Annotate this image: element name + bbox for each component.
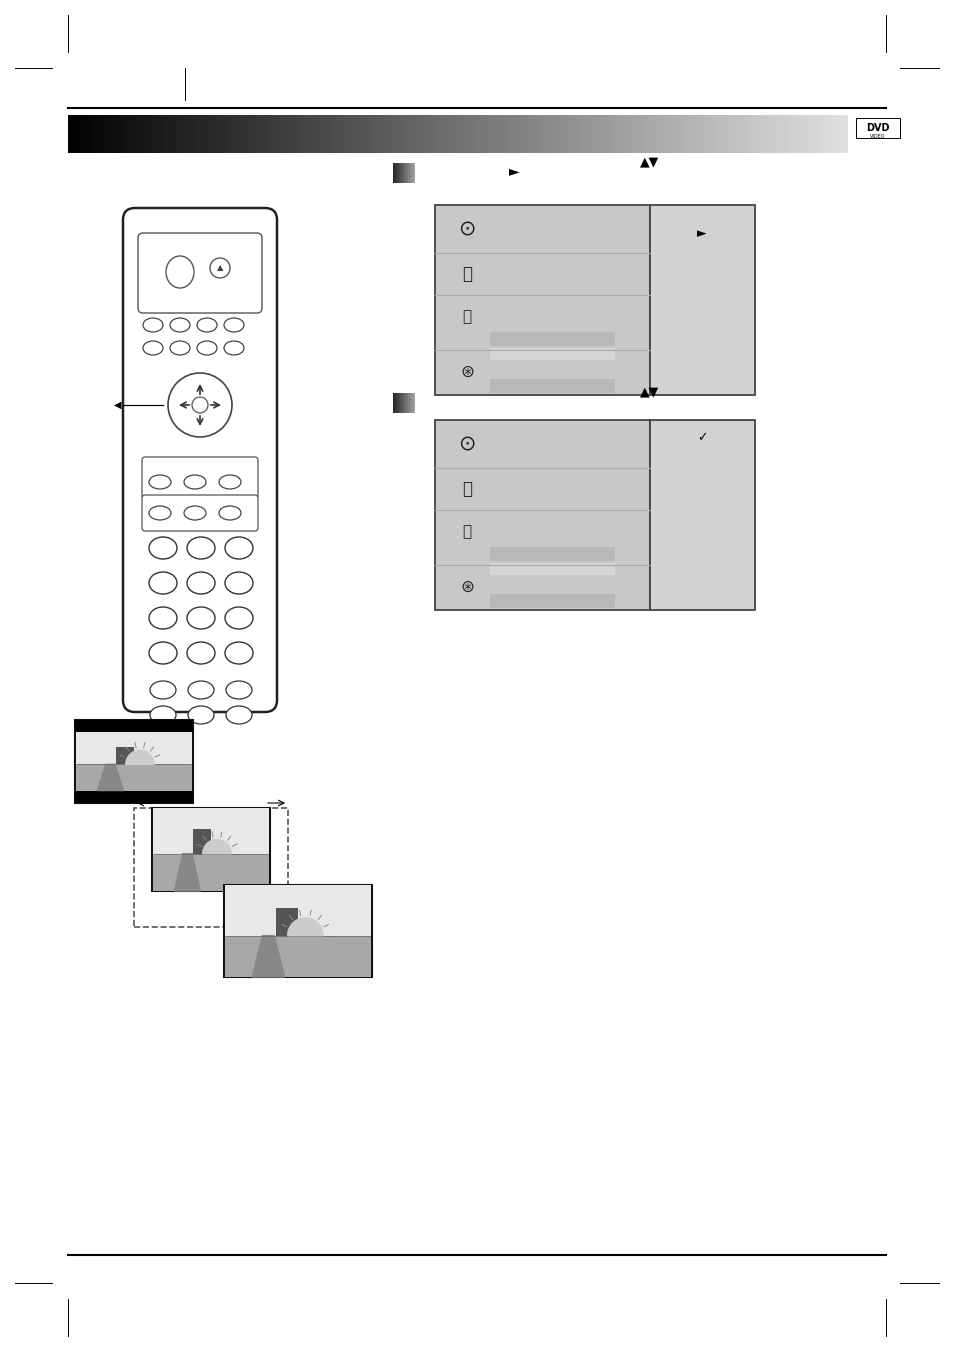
FancyBboxPatch shape xyxy=(142,494,257,531)
Bar xyxy=(435,205,649,394)
Ellipse shape xyxy=(187,607,214,630)
Bar xyxy=(75,720,193,802)
Text: ▲▼: ▲▼ xyxy=(639,385,659,399)
Text: DVD: DVD xyxy=(865,123,889,132)
Ellipse shape xyxy=(150,681,175,698)
Text: ►: ► xyxy=(697,227,706,240)
Ellipse shape xyxy=(188,681,213,698)
Ellipse shape xyxy=(226,707,252,724)
Text: 🖥: 🖥 xyxy=(462,309,471,324)
Ellipse shape xyxy=(196,340,216,355)
Ellipse shape xyxy=(143,340,163,355)
Polygon shape xyxy=(252,936,284,977)
Ellipse shape xyxy=(149,642,177,663)
Bar xyxy=(275,908,297,936)
Ellipse shape xyxy=(225,571,253,594)
Text: VIDEO: VIDEO xyxy=(869,134,884,139)
Polygon shape xyxy=(174,854,200,892)
Ellipse shape xyxy=(224,340,244,355)
Ellipse shape xyxy=(149,571,177,594)
Text: ⊛: ⊛ xyxy=(459,578,474,596)
Ellipse shape xyxy=(187,536,214,559)
Text: ◀: ◀ xyxy=(113,400,121,409)
Ellipse shape xyxy=(225,536,253,559)
Ellipse shape xyxy=(188,707,213,724)
Ellipse shape xyxy=(226,681,252,698)
Bar xyxy=(490,349,615,359)
Text: ⊛: ⊛ xyxy=(459,363,474,381)
FancyBboxPatch shape xyxy=(138,232,262,313)
Bar xyxy=(152,808,269,854)
Bar xyxy=(649,420,754,611)
Ellipse shape xyxy=(184,476,206,489)
Ellipse shape xyxy=(225,607,253,630)
Bar xyxy=(490,594,615,608)
Polygon shape xyxy=(203,839,231,854)
Ellipse shape xyxy=(225,642,253,663)
Text: 🖥: 🖥 xyxy=(462,524,471,539)
Bar xyxy=(490,547,615,561)
Ellipse shape xyxy=(196,317,216,332)
Circle shape xyxy=(168,373,232,436)
Text: ▲▼: ▲▼ xyxy=(639,155,659,169)
Text: ✓: ✓ xyxy=(696,431,706,444)
Text: 🔒: 🔒 xyxy=(461,265,472,282)
Circle shape xyxy=(210,258,230,278)
Bar xyxy=(649,205,754,394)
Bar xyxy=(224,885,372,977)
Ellipse shape xyxy=(143,317,163,332)
Bar xyxy=(193,828,211,854)
FancyBboxPatch shape xyxy=(142,457,257,499)
Ellipse shape xyxy=(166,255,193,288)
Polygon shape xyxy=(97,765,123,790)
Ellipse shape xyxy=(150,707,175,724)
Bar xyxy=(152,808,270,892)
Ellipse shape xyxy=(149,536,177,559)
Text: ►: ► xyxy=(508,163,518,178)
Bar xyxy=(116,747,133,765)
Bar xyxy=(435,420,649,611)
Bar xyxy=(76,765,192,790)
Ellipse shape xyxy=(219,476,241,489)
Bar xyxy=(75,720,193,732)
Bar xyxy=(133,808,288,927)
Text: ▲: ▲ xyxy=(216,263,223,273)
Ellipse shape xyxy=(219,507,241,520)
Bar xyxy=(490,563,615,576)
Ellipse shape xyxy=(187,642,214,663)
Text: ⊙: ⊙ xyxy=(457,219,476,239)
Polygon shape xyxy=(126,750,153,765)
Circle shape xyxy=(192,397,208,413)
Bar xyxy=(225,885,371,936)
Ellipse shape xyxy=(187,571,214,594)
Ellipse shape xyxy=(149,507,171,520)
Ellipse shape xyxy=(184,507,206,520)
Ellipse shape xyxy=(149,607,177,630)
Polygon shape xyxy=(288,917,323,936)
Bar xyxy=(490,332,615,346)
FancyBboxPatch shape xyxy=(123,208,276,712)
Ellipse shape xyxy=(149,476,171,489)
Ellipse shape xyxy=(224,317,244,332)
Text: ⊙: ⊙ xyxy=(457,434,476,454)
Text: 🔒: 🔒 xyxy=(461,480,472,499)
Ellipse shape xyxy=(170,317,190,332)
Bar xyxy=(225,936,371,977)
Bar xyxy=(152,854,269,892)
Ellipse shape xyxy=(170,340,190,355)
Bar xyxy=(855,118,899,138)
Bar xyxy=(490,380,615,393)
Bar xyxy=(76,732,192,765)
Bar xyxy=(75,790,193,802)
